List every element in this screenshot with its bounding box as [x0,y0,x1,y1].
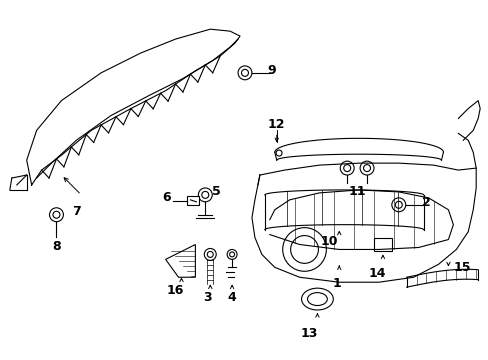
Circle shape [207,251,213,257]
Circle shape [394,201,402,208]
Circle shape [359,161,373,175]
Circle shape [198,188,212,202]
Circle shape [229,252,234,257]
Text: 14: 14 [367,267,385,280]
Circle shape [276,150,282,156]
Text: 15: 15 [452,261,470,274]
Circle shape [282,228,325,271]
Text: 9: 9 [267,64,276,77]
Circle shape [343,165,350,172]
Circle shape [226,249,237,260]
Circle shape [340,161,353,175]
Circle shape [202,192,208,198]
FancyBboxPatch shape [187,196,199,205]
Ellipse shape [307,293,326,306]
Text: 8: 8 [52,239,61,252]
Text: 11: 11 [347,185,365,198]
Text: 1: 1 [332,277,341,290]
Text: 6: 6 [163,192,171,204]
Text: 4: 4 [227,291,236,304]
Circle shape [241,69,248,76]
Text: 16: 16 [166,284,184,297]
Text: 3: 3 [203,291,211,304]
Text: 13: 13 [300,327,318,340]
Circle shape [49,208,63,222]
Text: 5: 5 [212,185,221,198]
Text: 12: 12 [267,118,285,131]
Ellipse shape [301,288,333,310]
Text: 10: 10 [320,235,337,248]
Circle shape [204,248,216,260]
Circle shape [238,66,251,80]
Text: 7: 7 [72,205,81,218]
Circle shape [290,235,318,264]
Circle shape [363,165,370,172]
Circle shape [391,198,405,212]
Text: 2: 2 [421,196,429,209]
Circle shape [53,211,60,218]
FancyBboxPatch shape [373,238,391,251]
